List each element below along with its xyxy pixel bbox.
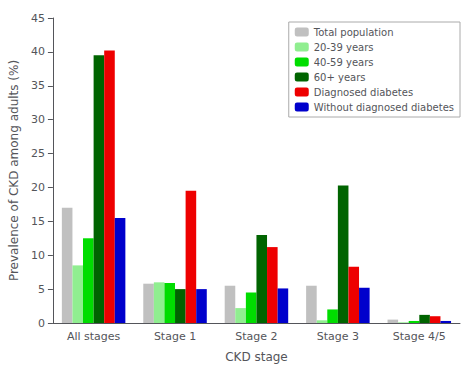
- svg-text:CKD stage: CKD stage: [225, 350, 288, 364]
- svg-text:Stage 3: Stage 3: [317, 330, 359, 343]
- svg-text:45: 45: [31, 12, 45, 25]
- svg-text:10: 10: [31, 249, 45, 262]
- svg-text:Stage 4/5: Stage 4/5: [393, 330, 446, 343]
- svg-text:5: 5: [38, 283, 45, 296]
- svg-text:All stages: All stages: [67, 330, 121, 343]
- svg-text:20-39 years: 20-39 years: [314, 42, 374, 53]
- svg-text:25: 25: [31, 147, 45, 160]
- svg-text:Stage 2: Stage 2: [235, 330, 277, 343]
- svg-text:Without diagnosed diabetes: Without diagnosed diabetes: [314, 102, 454, 113]
- svg-text:40-59 years: 40-59 years: [314, 57, 374, 68]
- svg-text:0: 0: [38, 317, 45, 330]
- svg-text:Prevalence of CKD among adults: Prevalence of CKD among adults (%): [7, 60, 21, 281]
- svg-text:20: 20: [31, 181, 45, 194]
- svg-text:15: 15: [31, 215, 45, 228]
- svg-text:Diagnosed diabetes: Diagnosed diabetes: [314, 87, 413, 98]
- svg-text:40: 40: [31, 45, 45, 58]
- svg-text:Total population: Total population: [313, 27, 394, 38]
- svg-text:60+ years: 60+ years: [314, 72, 366, 83]
- svg-text:30: 30: [31, 113, 45, 126]
- svg-text:35: 35: [31, 79, 45, 92]
- svg-text:Stage 1: Stage 1: [154, 330, 196, 343]
